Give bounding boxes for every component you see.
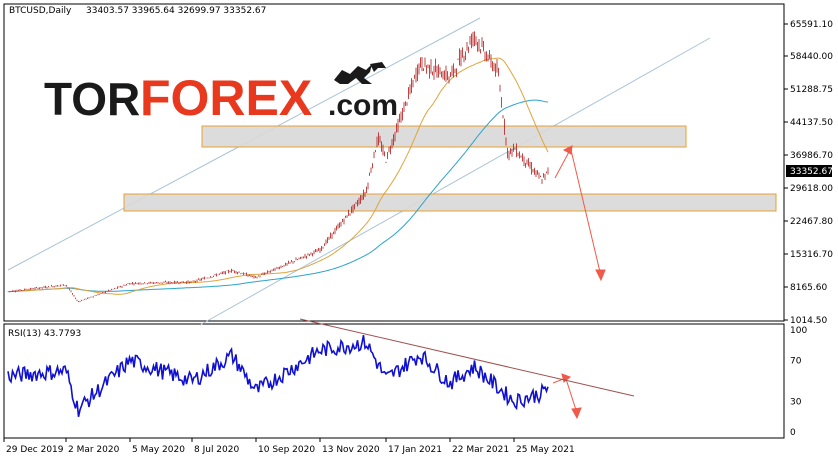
- rsi-tick-label: 70: [790, 357, 802, 367]
- torforex-logo: TOR FOREX .com: [44, 62, 398, 126]
- x-tick-label: 29 Dec 2019: [6, 445, 64, 455]
- logo-com: .com: [328, 89, 398, 122]
- rsi-trendline: [299, 318, 635, 397]
- resistance-zone: [201, 125, 687, 148]
- ma-slow-line: [7, 99, 549, 293]
- bull-bear-icon: [334, 62, 386, 84]
- ma-fast-line: [7, 57, 549, 295]
- rsi-label: RSI(13) 43.7793: [8, 329, 81, 339]
- logo-forex: FOREX: [140, 70, 312, 126]
- rsi-tick-label: 0: [790, 428, 796, 438]
- y-tick-label: 58440.00: [790, 52, 833, 62]
- x-tick-label: 13 Nov 2020: [322, 445, 380, 455]
- x-tick-label: 22 Mar 2021: [452, 445, 509, 455]
- x-tick-label: 10 Sep 2020: [258, 445, 315, 455]
- x-tick-label: 17 Jan 2021: [388, 445, 442, 455]
- logo-tor: TOR: [44, 73, 140, 125]
- main-panel-frame: [3, 3, 785, 322]
- y-tick-label: 36986.70: [790, 151, 833, 161]
- y-tick-label: 1014.50: [790, 316, 827, 326]
- rsi-tick-label: 30: [790, 397, 802, 407]
- rsi-panel-frame: [3, 323, 785, 439]
- support-zone: [123, 193, 777, 212]
- y-tick-label: 15316.70: [790, 250, 833, 260]
- rsi-line: [7, 335, 549, 417]
- x-tick-label: 25 May 2021: [516, 445, 575, 455]
- y-tick-label: 29618.00: [790, 184, 833, 194]
- rsi-y-axis: 100 70 30 0: [790, 326, 807, 438]
- x-tick-label: 5 May 2020: [132, 445, 185, 455]
- x-axis: 29 Dec 2019 2 Mar 2020 5 May 2020 8 Jul 202…: [3, 438, 575, 455]
- x-tick-label: 8 Jul 2020: [194, 445, 239, 455]
- forecast-arrows: [552, 145, 606, 420]
- y-tick-label: 8165.60: [790, 283, 827, 293]
- y-tick-label: 65591.10: [790, 20, 833, 30]
- price-tag-bg: [786, 165, 832, 177]
- y-tick-label: 22467.80: [790, 217, 833, 227]
- y-tick-label: 51288.75: [790, 85, 833, 95]
- y-axis: 65591.10 58440.00 51288.75 44137.50 36986.70…: [784, 20, 833, 326]
- y-tick-label: 44137.50: [790, 118, 833, 128]
- price-tag: 33352.67: [790, 167, 833, 177]
- channel-lower-line: [199, 37, 711, 326]
- x-tick-label: 2 Mar 2020: [68, 445, 120, 455]
- candles-group: [7, 31, 549, 303]
- ohlc-label: 33403.57 33965.64 32699.97 33352.67: [86, 6, 266, 16]
- rsi-tick-label: 100: [790, 326, 807, 336]
- symbol-label: BTCUSD,Daily: [9, 6, 72, 16]
